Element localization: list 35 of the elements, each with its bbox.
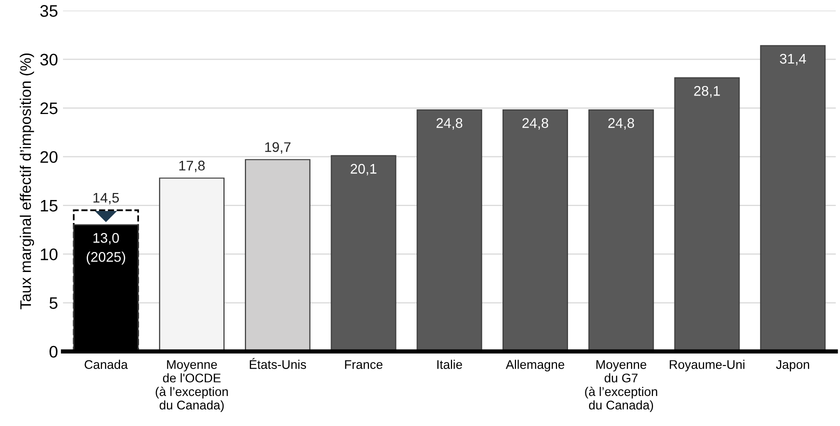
x-tick-label: Royaume-Uni: [670, 360, 744, 372]
y-tick-label: 20: [40, 151, 58, 163]
data-label: 31,4: [780, 54, 806, 66]
y-tick-label: 0: [50, 346, 58, 358]
bar: [416, 109, 482, 352]
x-tick-label: Japon: [776, 360, 810, 372]
y-tick-label: 5: [50, 297, 58, 309]
x-tick-label: Italie: [437, 360, 462, 369]
x-tick-label: Moyenne du G7 (à l’exception du Canada): [585, 360, 658, 412]
data-label: 20,1: [350, 164, 376, 176]
bar: [502, 109, 568, 352]
bar: [588, 109, 654, 352]
data-label: 13,0 (2025): [86, 233, 126, 265]
y-tick-label: 10: [40, 248, 58, 260]
data-label: 14,5: [93, 192, 119, 204]
x-tick-label: États-Unis: [250, 358, 306, 369]
bar: [159, 178, 225, 352]
x-tick-label: Moyenne de l'OCDE (à l’exception du Canada): [156, 360, 228, 412]
y-tick-label: 25: [40, 102, 58, 114]
data-label: 19,7: [265, 142, 290, 154]
y-axis-title: Taux marginal effectif d’imposition (%): [20, 53, 34, 310]
y-tick-label: 15: [40, 200, 58, 212]
bar: [760, 45, 826, 352]
y-tick-label: 35: [40, 5, 58, 17]
data-label: 24,8: [436, 118, 462, 130]
bar: [330, 155, 396, 352]
x-tick-label: Allemagne: [506, 360, 564, 372]
data-label: 24,8: [522, 118, 548, 130]
bar: [674, 77, 740, 352]
data-label: 28,1: [694, 86, 720, 98]
y-tick-label: 30: [40, 54, 58, 66]
data-label: 24,8: [608, 118, 634, 130]
x-tick-label: France: [345, 360, 382, 369]
x-tick-label: Canada: [84, 360, 128, 369]
data-label: 17,8: [179, 160, 205, 172]
